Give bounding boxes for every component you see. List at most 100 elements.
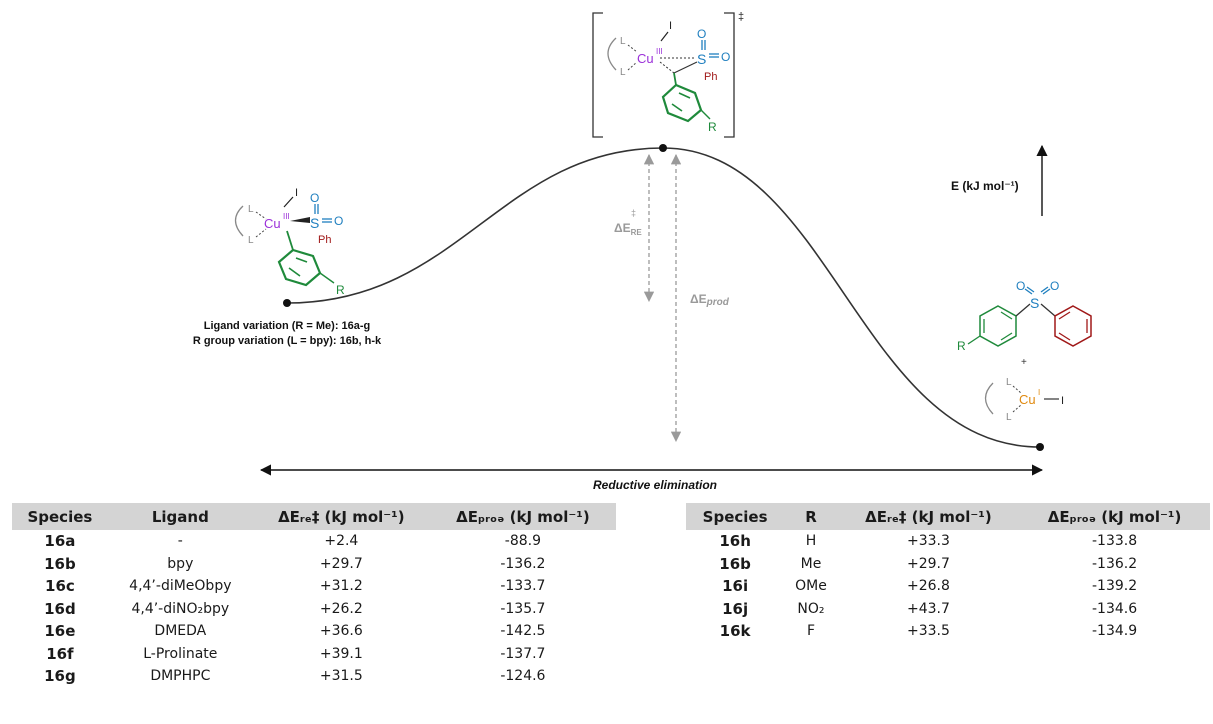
svg-text:O: O xyxy=(310,191,319,205)
product-energy-label: ΔEprod xyxy=(690,292,730,308)
svg-text:L: L xyxy=(1006,377,1012,388)
svg-text:S: S xyxy=(1030,295,1039,311)
svg-text:L: L xyxy=(620,67,626,78)
barrier-cell: +31.2 xyxy=(319,578,363,595)
svg-text:Ph: Ph xyxy=(318,234,331,246)
svg-text:O: O xyxy=(697,27,706,41)
r-cell: F xyxy=(806,623,816,640)
header-barrier: ΔEᵣₑ‡ (kJ mol⁻¹) xyxy=(252,503,430,530)
energy-curve xyxy=(286,147,1041,448)
r-variation-caption: R group variation (L = bpy): 16b, h-k xyxy=(193,335,382,347)
svg-text:L: L xyxy=(1006,412,1012,423)
species-cell: 16g xyxy=(44,667,76,686)
r-cell: OMe xyxy=(795,578,827,595)
product-energy-cell: -124.6 xyxy=(500,668,546,685)
ligand-cell: L-Prolinate xyxy=(143,645,218,662)
product-energy-cell: -134.9 xyxy=(1092,623,1138,640)
svg-text:O: O xyxy=(1016,279,1025,293)
product-energy-cell: -133.7 xyxy=(500,578,546,595)
ligand-cell: - xyxy=(177,533,183,550)
svg-text:I: I xyxy=(1038,388,1040,397)
product-point xyxy=(1036,443,1044,451)
svg-text:R: R xyxy=(708,120,717,134)
product-energy-cell: -135.7 xyxy=(500,600,546,617)
header-product-energy: ΔEₚᵣₒₔ (kJ mol⁻¹) xyxy=(429,503,616,530)
barrier-cell: +31.5 xyxy=(319,668,363,685)
product-energy-cell: -137.7 xyxy=(500,645,546,662)
barrier-cell: +29.7 xyxy=(906,555,950,572)
svg-text:O: O xyxy=(721,50,730,64)
table-header-row: Species R ΔEᵣₑ‡ (kJ mol⁻¹) ΔEₚᵣₒₔ (kJ mo… xyxy=(686,503,1210,530)
svg-text:III: III xyxy=(656,47,663,56)
barrier-cell: +39.1 xyxy=(319,645,363,662)
product-sulfone-structure: R S O O xyxy=(957,279,1092,353)
svg-text:Ph: Ph xyxy=(704,71,717,83)
svg-text:L: L xyxy=(620,36,626,47)
ligand-cell: 4,4’-diNO₂bpy xyxy=(131,600,230,617)
ts-dagger: ‡ xyxy=(738,11,744,23)
product-energy-cell: -134.6 xyxy=(1092,600,1138,617)
table-row: 16c 4,4’-diMeObpy +31.2 -133.7 xyxy=(12,575,616,598)
species-cell: 16a xyxy=(44,532,76,551)
species-cell: 16d xyxy=(44,599,76,618)
transition-state-point xyxy=(659,144,667,152)
product-copper-i-structure: L L Cu I I xyxy=(984,377,1064,423)
svg-text:I: I xyxy=(669,20,672,32)
transition-state-structure: ‡ L L Cu III I S O O Ph R xyxy=(592,11,744,138)
table-row: 16h H +33.3 -133.8 xyxy=(686,530,1210,553)
product-energy-cell: -136.2 xyxy=(500,555,546,572)
barrier-cell: +2.4 xyxy=(324,533,359,550)
species-cell: 16k xyxy=(719,622,751,641)
reactant-point xyxy=(283,299,291,307)
ligand-variation-caption: Ligand variation (R = Me): 16a-g xyxy=(204,320,371,332)
product-energy-cell: -139.2 xyxy=(1092,578,1138,595)
table-row: 16b Me +29.7 -136.2 xyxy=(686,553,1210,576)
species-cell: 16c xyxy=(45,577,75,596)
header-ligand: Ligand xyxy=(107,503,253,530)
table-row: 16b bpy +29.7 -136.2 xyxy=(12,553,616,576)
svg-text:Cu: Cu xyxy=(1019,392,1036,407)
product-energy-cell: -88.9 xyxy=(504,533,542,550)
plus-sign: + xyxy=(1021,357,1027,368)
table-row: 16d 4,4’-diNO₂bpy +26.2 -135.7 xyxy=(12,598,616,621)
svg-text:R: R xyxy=(336,283,345,297)
svg-text:III: III xyxy=(283,212,290,221)
r-cell: NO₂ xyxy=(797,600,825,617)
species-cell: 16b xyxy=(44,554,76,573)
barrier-cell: +33.3 xyxy=(906,533,950,550)
species-cell: 16h xyxy=(719,532,751,551)
svg-text:O: O xyxy=(1050,279,1059,293)
table-row: 16g DMPHPC +31.5 -124.6 xyxy=(12,665,616,688)
r-cell: H xyxy=(805,533,817,550)
header-species: Species xyxy=(12,503,108,530)
table-row: 16a - +2.4 -88.9 xyxy=(12,530,616,553)
r-group-variation-table: Species R ΔEᵣₑ‡ (kJ mol⁻¹) ΔEₚᵣₒₔ (kJ mo… xyxy=(686,503,1210,643)
barrier-cell: +36.6 xyxy=(319,623,363,640)
table-row: 16f L-Prolinate +39.1 -137.7 xyxy=(12,643,616,666)
svg-text:R: R xyxy=(957,339,966,353)
product-energy-cell: -136.2 xyxy=(1092,555,1138,572)
svg-text:S: S xyxy=(310,215,319,231)
species-cell: 16f xyxy=(46,644,74,663)
table-row: 16j NO₂ +43.7 -134.6 xyxy=(686,598,1210,621)
species-cell: 16b xyxy=(719,554,751,573)
species-cell: 16i xyxy=(722,577,749,596)
svg-text:I: I xyxy=(295,187,298,199)
energy-profile-diagram: ΔERE ‡ ΔEprod E (kJ mol⁻¹) Reductive eli… xyxy=(193,11,1092,492)
reaction-coordinate-label: Reductive elimination xyxy=(593,478,717,492)
barrier-cell: +29.7 xyxy=(319,555,363,572)
ligand-cell: DMEDA xyxy=(154,623,207,640)
barrier-label: ΔERE xyxy=(614,221,642,237)
barrier-cell: +33.5 xyxy=(906,623,950,640)
reactant-structure: L L Cu III I S O O Ph R xyxy=(234,187,345,297)
svg-text:L: L xyxy=(248,235,254,246)
product-energy-cell: -133.8 xyxy=(1092,533,1138,550)
energy-axis-label: E (kJ mol⁻¹) xyxy=(951,179,1019,193)
product-energy-cell: -142.5 xyxy=(500,623,546,640)
ligand-variation-table: Species Ligand ΔEᵣₑ‡ (kJ mol⁻¹) ΔEₚᵣₒₔ (… xyxy=(12,503,616,688)
ligand-cell: DMPHPC xyxy=(150,668,211,685)
header-r: R xyxy=(784,503,838,530)
svg-text:I: I xyxy=(1061,395,1064,407)
header-product-energy: ΔEₚᵣₒₔ (kJ mol⁻¹) xyxy=(1019,503,1210,530)
